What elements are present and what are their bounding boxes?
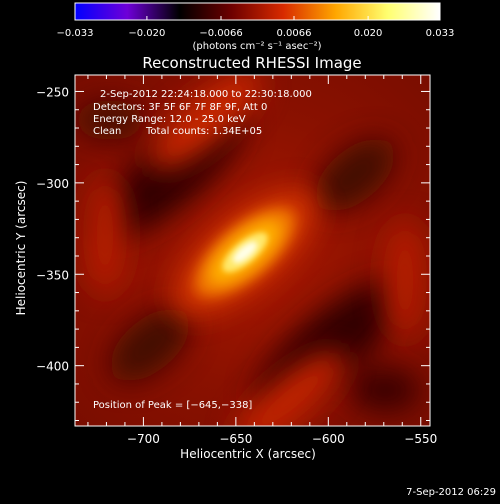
x-axis: −700 −650 −600 −550 [87, 75, 437, 446]
colorbar-ticks: −0.033 −0.020 −0.0066 0.0066 0.020 0.033 [56, 16, 454, 39]
total-counts-label: Total counts: 1.34E+05 [145, 126, 262, 137]
colorbar [75, 3, 440, 20]
colorbar-tick-label: −0.033 [56, 28, 93, 39]
chart-title: Reconstructed RHESSI Image [142, 54, 361, 72]
time-range-label: 2-Sep-2012 22:24:18.000 to 22:30:18.000 [100, 89, 312, 100]
y-axis-label: Heliocentric Y (arcsec) [14, 181, 28, 316]
x-tick-label: −700 [127, 432, 160, 446]
x-tick-label: −600 [312, 432, 345, 446]
y-tick-label: −300 [36, 177, 69, 191]
colorbar-tick-label: −0.020 [128, 28, 165, 39]
y-axis: −250 −300 −350 −400 [36, 85, 430, 422]
colorbar-tick-label: 0.0066 [277, 28, 312, 39]
x-tick-label: −550 [404, 432, 437, 446]
x-axis-label: Heliocentric X (arcsec) [180, 447, 316, 461]
colorbar-units-label: (photons cm⁻² s⁻¹ asec⁻²) [192, 41, 321, 52]
colorbar-tick-label: 0.033 [426, 28, 455, 39]
y-tick-label: −400 [36, 360, 69, 374]
x-tick-label: −650 [219, 432, 252, 446]
plot-frame [74, 74, 431, 427]
bright-ridges [83, 75, 427, 426]
energy-range-label: Energy Range: 12.0 - 25.0 keV [93, 114, 246, 125]
colorbar-tick-label: 0.020 [354, 28, 383, 39]
colorbar-frame [74, 2, 441, 21]
y-tick-label: −250 [36, 85, 69, 99]
hxr-source [172, 188, 318, 317]
peak-position-label: Position of Peak = [−645,−338] [93, 400, 252, 411]
footer-date: 7-Sep-2012 06:29 [406, 487, 496, 498]
colorbar-tick-label: −0.0066 [199, 28, 242, 39]
y-tick-label: −350 [36, 268, 69, 282]
rhessi-image [75, 75, 430, 426]
clean-label: Clean [93, 126, 121, 137]
detectors-label: Detectors: 3F 5F 6F 7F 8F 9F, Att 0 [93, 102, 267, 113]
